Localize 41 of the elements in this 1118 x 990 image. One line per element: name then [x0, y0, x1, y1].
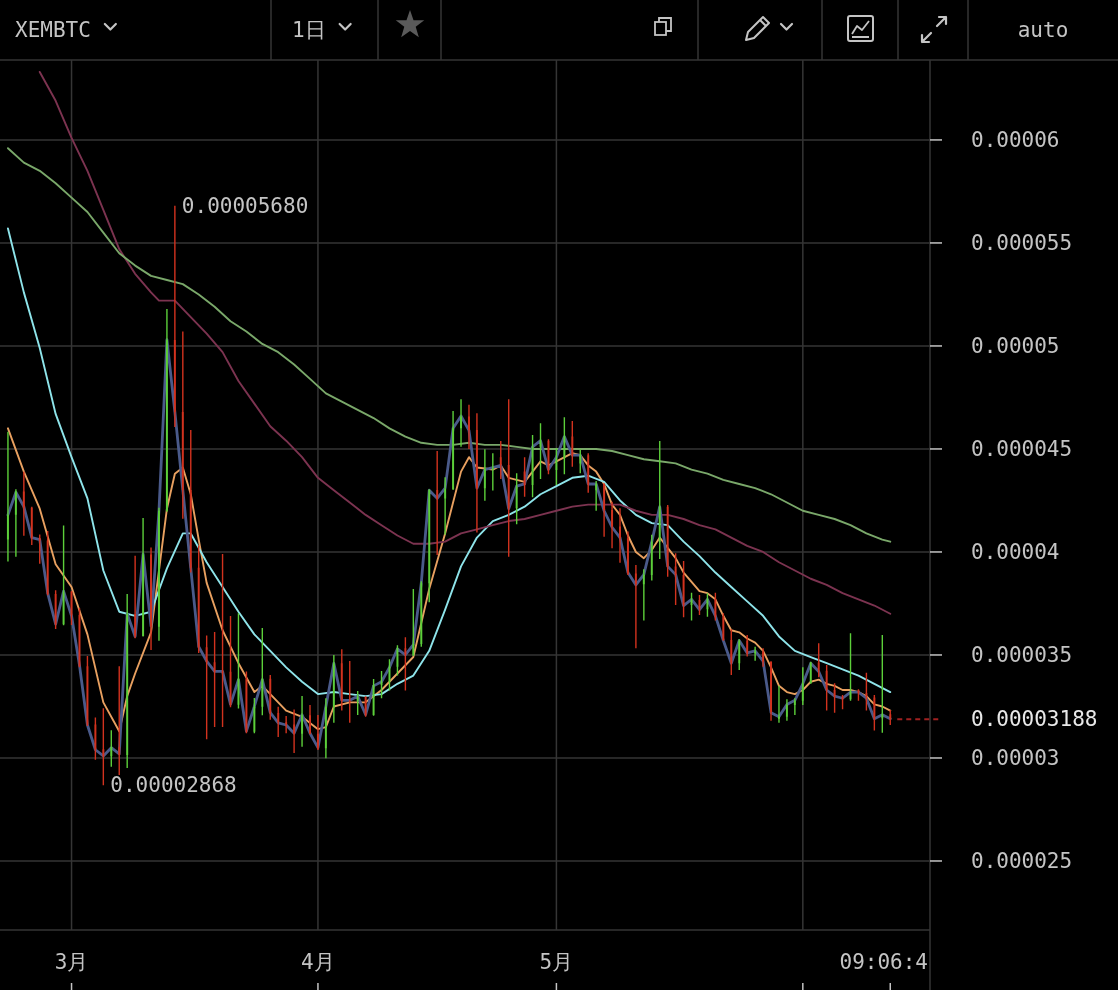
chart-subtitle: 1日 — [292, 18, 326, 42]
candlestick — [14, 489, 17, 557]
candlestick — [619, 508, 621, 563]
candlestick — [301, 695, 304, 747]
y-tick-label: 0.000045 — [971, 436, 1073, 461]
candlestick — [285, 715, 288, 734]
x-tick-label: 4月 — [301, 950, 335, 974]
annotation: 09:06:4 — [839, 950, 928, 974]
candlestick — [22, 471, 25, 536]
candlestick — [754, 646, 757, 661]
y-tick-label: 0.00006 — [971, 127, 1060, 152]
annotation: 0.00002868 — [110, 773, 237, 798]
candlestick — [793, 698, 796, 715]
candlestick — [134, 555, 137, 639]
candlestick — [436, 451, 439, 556]
candlestick — [634, 564, 637, 649]
candlestick — [611, 501, 614, 549]
candlestick — [595, 480, 598, 511]
y-tick-label: 0.000025 — [971, 848, 1073, 873]
x-tick-label: 5月 — [539, 950, 574, 974]
chart-title: XEMBTC — [15, 18, 91, 42]
candlestick — [777, 685, 780, 723]
x-tick-label: 3月 — [54, 950, 89, 974]
y-tick-label: 0.00005 — [971, 333, 1060, 358]
candlestick — [316, 714, 319, 750]
candlestick — [467, 404, 470, 449]
y-tick-label: 0.00003 — [971, 745, 1060, 770]
y-tick-label: 0.00004 — [971, 539, 1060, 564]
candlestick — [491, 453, 494, 491]
candlestick — [6, 431, 9, 562]
candlestick — [642, 569, 645, 621]
candlestick — [460, 399, 463, 447]
annotation: 0.00005680 — [181, 193, 309, 218]
y-tick-label: 0.000035 — [971, 642, 1073, 667]
ref-line-label: 0.00003188 — [971, 707, 1098, 732]
candlestick — [293, 709, 296, 754]
candlestick — [483, 449, 486, 501]
y-tick-label: 0.000055 — [971, 230, 1073, 255]
text: auto — [1017, 18, 1069, 42]
candlestick — [444, 477, 447, 535]
candlestick — [173, 205, 176, 427]
